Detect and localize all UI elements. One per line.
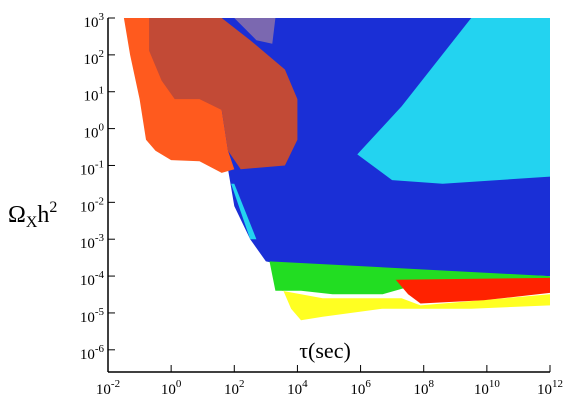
y-tick-label: 103 xyxy=(84,11,105,31)
x-tick-label: 1010 xyxy=(474,378,501,398)
regions xyxy=(123,18,550,321)
y-tick-label: 10-6 xyxy=(80,343,105,363)
y-axis-label: ΩXh2 xyxy=(8,199,57,231)
y-tick-label: 10-2 xyxy=(80,195,104,215)
x-tick-label: 100 xyxy=(161,378,182,398)
region xyxy=(395,277,550,304)
y-label-part: 2 xyxy=(49,199,57,216)
region xyxy=(149,18,298,170)
y-label-part: h xyxy=(37,202,49,228)
region xyxy=(231,183,257,240)
x-tick-label: 104 xyxy=(287,378,308,398)
x-tick-label: 106 xyxy=(350,378,371,398)
y-tick-label: 10-4 xyxy=(80,269,105,289)
region xyxy=(272,265,550,321)
x-tick-label: 1012 xyxy=(537,378,563,398)
region xyxy=(357,18,550,184)
y-tick-label: 10-1 xyxy=(80,158,104,178)
y-label-part: X xyxy=(26,214,38,231)
region xyxy=(269,261,550,295)
region xyxy=(234,18,276,44)
y-label-part: Ω xyxy=(8,202,26,228)
y-tick-label: 102 xyxy=(84,48,105,68)
y-tick-label: 100 xyxy=(84,122,105,142)
x-tick-label: 10-2 xyxy=(96,378,120,398)
x-tick-label: 108 xyxy=(413,378,434,398)
y-tick-label: 10-3 xyxy=(80,232,105,252)
y-tick-label: 101 xyxy=(84,85,105,105)
x-axis-label: τ(sec) xyxy=(299,338,351,363)
y-tick-label: 10-5 xyxy=(80,306,105,326)
axes: 10-6 10-5 10-4 10-3 10-2 10-1 100 101 102 103 10-2… xyxy=(80,11,563,398)
x-tick-label: 102 xyxy=(224,378,245,398)
